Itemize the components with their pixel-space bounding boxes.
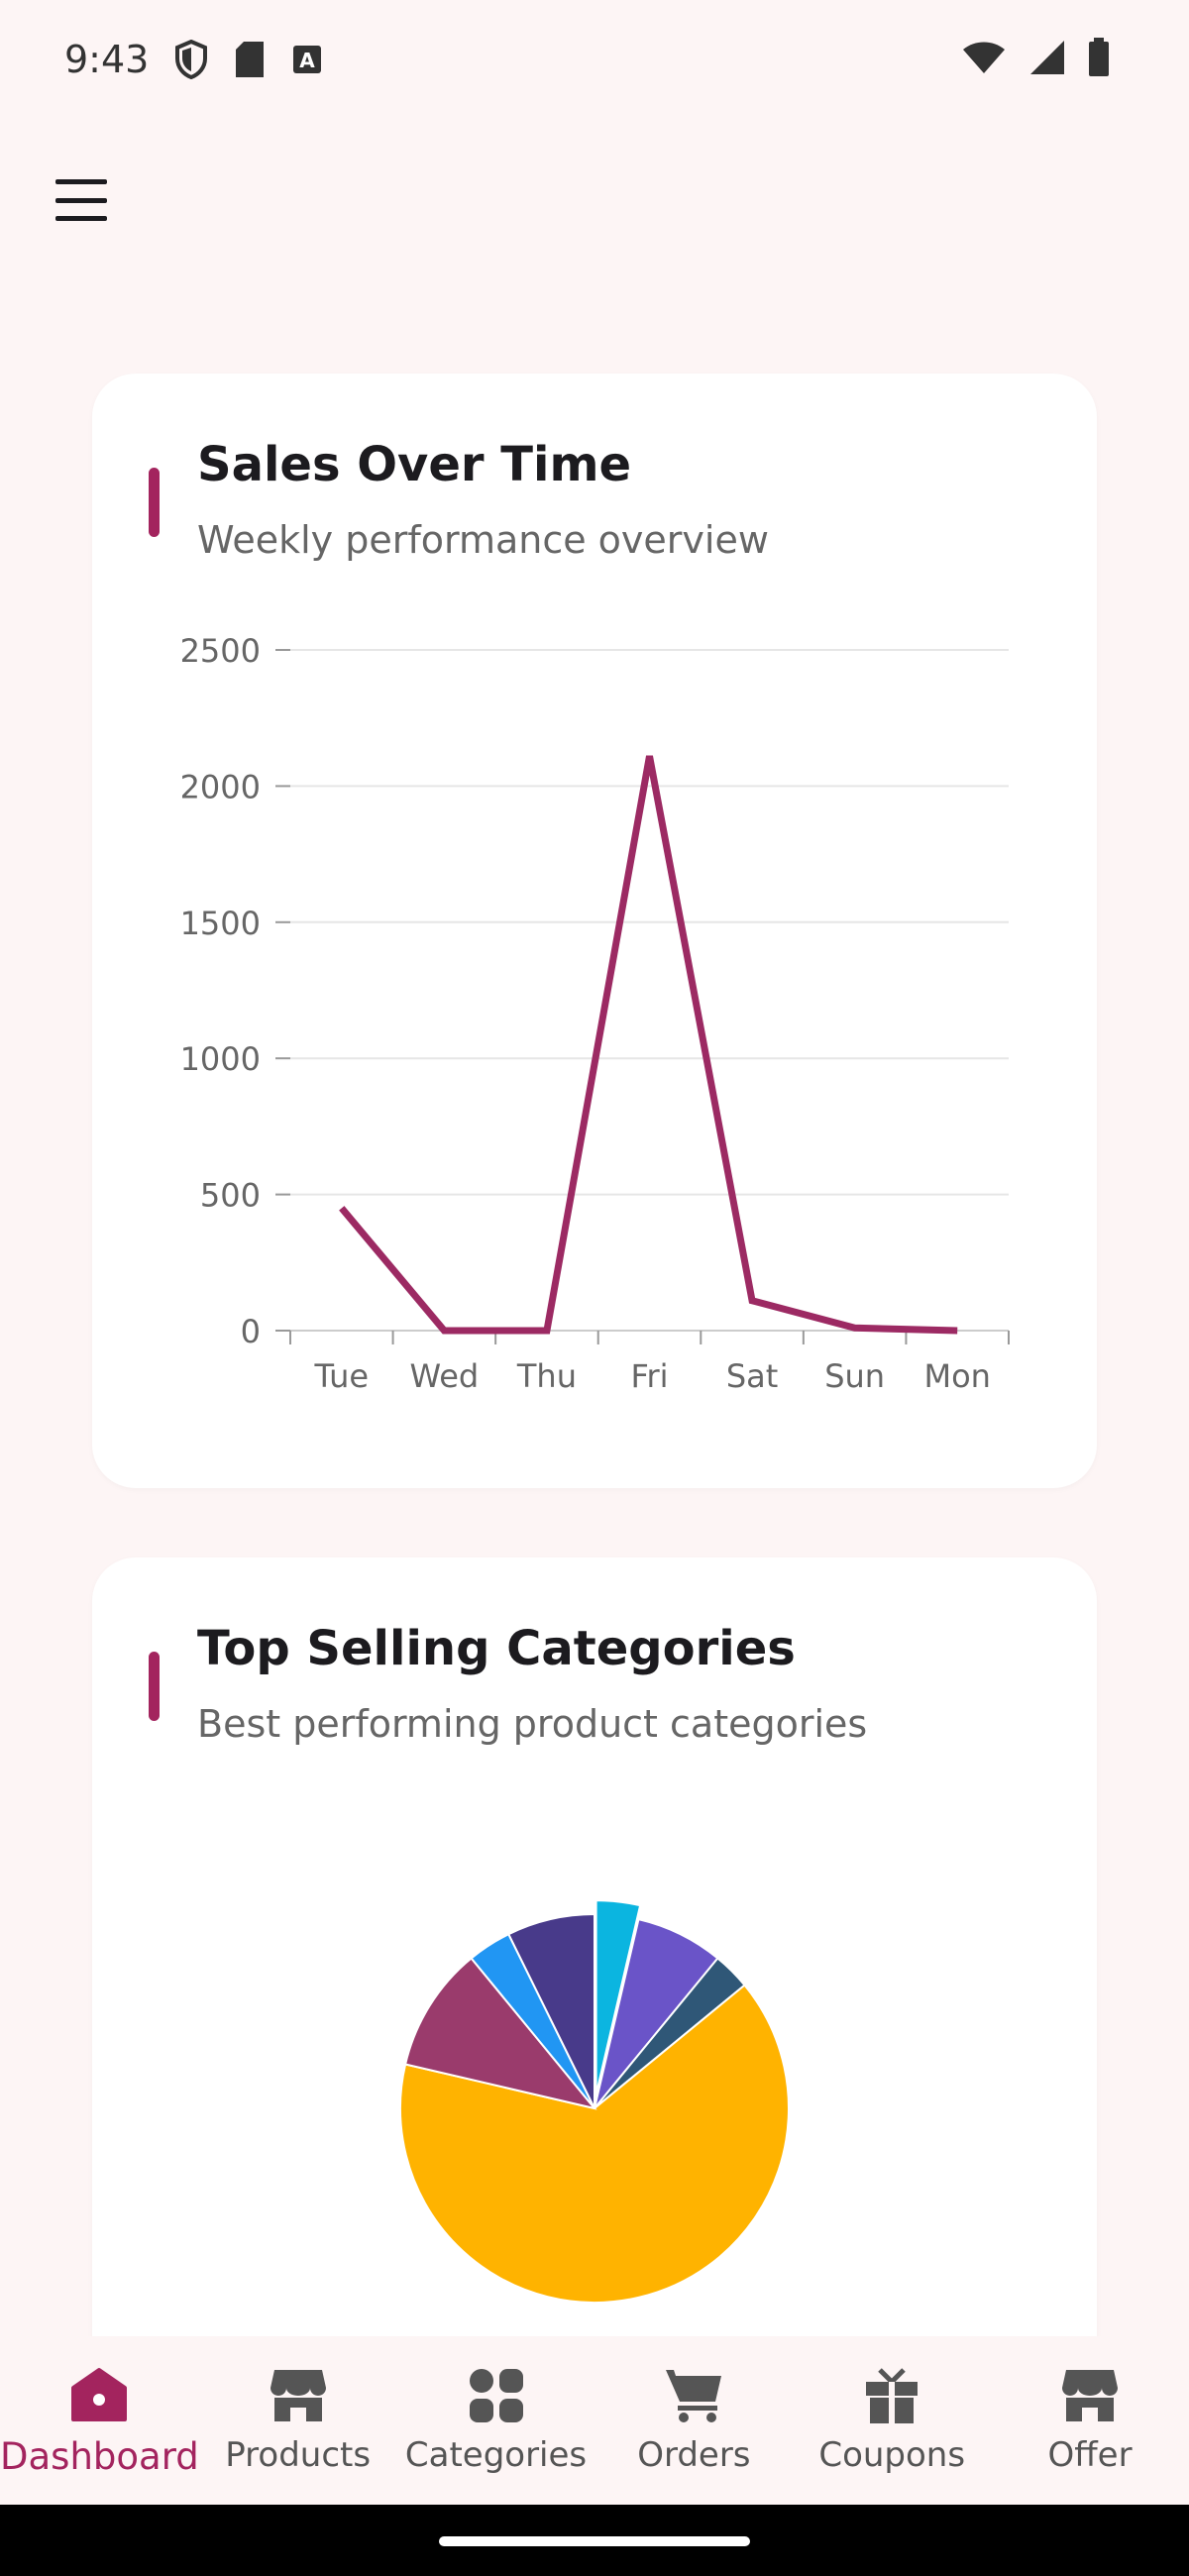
gift-icon <box>862 2366 921 2425</box>
x-tick-label: Sat <box>726 1357 778 1395</box>
wifi-icon <box>963 42 1005 73</box>
x-tick-label: Tue <box>313 1357 369 1395</box>
y-tick-label: 1500 <box>180 905 261 942</box>
nav-item-orders[interactable]: Orders <box>594 2336 793 2505</box>
x-tick-label: Fri <box>630 1357 668 1395</box>
categories-pie-chart <box>399 1899 790 2304</box>
text-a-icon: A <box>293 46 322 73</box>
card-title: Sales Over Time <box>197 437 632 492</box>
nav-item-products[interactable]: Products <box>199 2336 397 2505</box>
grid-icon <box>467 2366 526 2425</box>
y-tick-label: 500 <box>200 1177 261 1215</box>
card-accent-bar <box>149 468 160 537</box>
card-accent-bar <box>149 1652 160 1721</box>
card-subtitle: Best performing product categories <box>197 1702 868 1746</box>
card-title: Top Selling Categories <box>197 1621 796 1676</box>
status-time: 9:43 <box>64 38 150 81</box>
pie-slice <box>399 1984 790 2304</box>
y-tick-label: 0 <box>241 1313 261 1350</box>
sd-card-icon <box>236 42 265 77</box>
bottom-navigation: Dashboard Products Categories <box>0 2336 1189 2505</box>
nav-label: Coupons <box>818 2435 966 2475</box>
cart-icon <box>664 2366 723 2425</box>
card-subtitle: Weekly performance overview <box>197 518 769 562</box>
pie-slice <box>403 1957 597 2110</box>
nav-label: Offer <box>1047 2435 1133 2475</box>
menu-button[interactable] <box>50 173 113 227</box>
store-icon <box>1060 2366 1120 2425</box>
gesture-navigation-bar <box>0 2505 1189 2576</box>
menu-icon-bar <box>55 216 107 221</box>
sales-series-line <box>339 755 958 1335</box>
y-tick-label: 1000 <box>180 1040 261 1078</box>
sales-over-time-card: Sales Over Time Weekly performance overv… <box>92 374 1097 1488</box>
store-icon <box>269 2366 328 2425</box>
nav-item-categories[interactable]: Categories <box>397 2336 595 2505</box>
nav-item-dashboard[interactable]: Dashboard <box>0 2336 199 2505</box>
y-tick-label: 2500 <box>180 632 261 670</box>
nav-item-coupons[interactable]: Coupons <box>793 2336 991 2505</box>
x-tick-label: Wed <box>409 1357 479 1395</box>
shield-icon <box>175 40 208 79</box>
menu-icon-bar <box>55 179 107 184</box>
x-tick-label: Sun <box>824 1357 885 1395</box>
x-tick-label: Mon <box>923 1357 990 1395</box>
sales-line-chart: 0 500 1000 1500 2000 2500 Tue Wed Thu Fri Sat Sun Mo… <box>180 632 1010 1395</box>
nav-label: Orders <box>637 2435 751 2475</box>
pie-slice <box>594 1899 642 2095</box>
x-tick-label: Thu <box>516 1357 577 1395</box>
status-bar: 9:43 A <box>0 0 1189 119</box>
menu-icon-bar <box>55 197 107 203</box>
pie-slice <box>506 1912 595 2109</box>
nav-item-offer[interactable]: Offer <box>991 2336 1189 2505</box>
nav-label: Products <box>225 2435 372 2475</box>
home-icon <box>69 2366 129 2425</box>
cell-signal-icon <box>1030 41 1064 74</box>
home-gesture-handle[interactable] <box>439 2536 750 2546</box>
battery-icon <box>1089 38 1109 76</box>
svg-text:A: A <box>300 49 316 72</box>
nav-label: Categories <box>404 2435 588 2475</box>
nav-label: Dashboard <box>0 2435 199 2478</box>
y-tick-label: 2000 <box>180 768 261 805</box>
